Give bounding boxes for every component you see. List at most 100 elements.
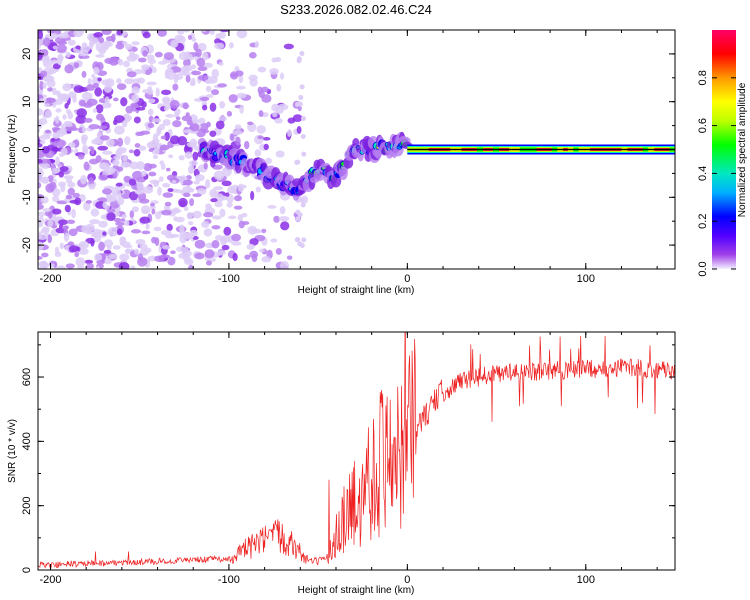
noise-blob [186,119,193,126]
noise-blob [98,241,105,252]
noise-blob [44,73,52,83]
noise-blob [96,260,106,265]
noise-blob [58,32,70,39]
noise-blob [248,52,257,59]
noise-blob [92,108,98,113]
noise-blob [256,125,266,134]
noise-blob [238,74,244,84]
noise-blob [68,91,77,99]
noise-blob [148,148,154,153]
noise-blob [42,82,47,89]
noise-blob [114,125,125,135]
noise-blob [261,94,272,103]
noise-blob [235,136,241,146]
snr-xtick-label: 0 [404,574,410,586]
noise-blob [176,246,186,252]
noise-blob [116,189,122,199]
noise-blob [95,104,104,114]
noise-blob [38,182,42,189]
snr-ytick-label: 200 [21,496,33,514]
noise-blob [116,228,123,236]
noise-blob [57,57,63,66]
noise-blob [130,229,142,234]
noise-blob [44,110,53,119]
noise-blob [145,222,150,230]
noise-blob [286,255,293,260]
noise-blob [211,68,219,78]
noise-blob [162,182,171,188]
noise-blob [60,94,69,102]
noise-blob [189,123,200,132]
noise-blob [295,237,301,243]
noise-blob [68,228,78,237]
noise-blob [261,256,272,263]
noise-blob [183,58,191,68]
noise-blob [104,204,110,210]
noise-blob [254,149,262,157]
colorbar-gradient [712,30,736,269]
noise-blob [131,41,140,46]
noise-blob [54,98,64,105]
noise-blob [137,253,144,261]
noise-blob [63,232,70,242]
noise-blob [187,34,193,40]
noise-blob [146,54,155,61]
noise-blob [233,195,242,202]
noise-blob [219,195,229,201]
noise-blob [138,198,150,204]
noise-blob [52,208,62,215]
noise-blob [83,117,93,123]
noise-blob [244,254,251,260]
noise-blob [94,137,101,144]
noise-blob [203,162,208,170]
noise-blob [65,263,75,269]
noise-blob [165,114,175,118]
noise-blob [221,180,232,187]
colorbar-ticks: 0.0 0.2 0.4 0.6 0.8 [697,70,736,277]
noise-blob [240,184,247,189]
noise-blob [41,252,49,258]
noise-blob [47,219,54,228]
noise-blob [197,74,209,81]
noise-blob [96,113,104,121]
spectrogram-ytick-label: 0 [21,146,33,152]
noise-blob [187,187,195,193]
noise-blob [55,115,60,124]
noise-blob [74,251,80,258]
noise-blob [101,79,112,86]
noise-blob [232,130,243,136]
noise-blob [73,30,84,38]
noise-blob [189,198,195,207]
noise-blob [235,70,244,77]
noise-blob [117,147,127,152]
noise-blob [219,30,230,33]
noise-blob [65,51,71,58]
noise-blob [205,203,212,210]
noise-blob [147,108,154,116]
noise-blob [97,77,102,82]
noise-blob [122,60,131,68]
noise-blob [63,175,74,180]
noise-blob [241,212,248,218]
noise-blob [141,64,150,71]
spectrogram-ytick-label: -20 [21,237,33,253]
noise-blob [192,236,199,240]
noise-blob [76,108,87,118]
noise-blob [136,77,146,84]
colorbar-tick-label: 0.0 [697,261,709,276]
noise-blob [138,145,147,151]
noise-blob [202,62,213,68]
noise-blob [141,170,147,177]
spectrogram-ylabel: Frequency (Hz) [7,115,18,184]
noise-blob [297,105,302,112]
noise-blob [267,205,277,209]
noise-blob [273,215,280,223]
spectrogram-ytick-label: 20 [21,48,33,60]
noise-blob [151,118,162,123]
noise-blob [38,108,44,116]
noise-blob [167,188,174,193]
noise-blob [98,220,108,228]
noise-blob [262,136,271,141]
noise-blob [275,150,285,158]
